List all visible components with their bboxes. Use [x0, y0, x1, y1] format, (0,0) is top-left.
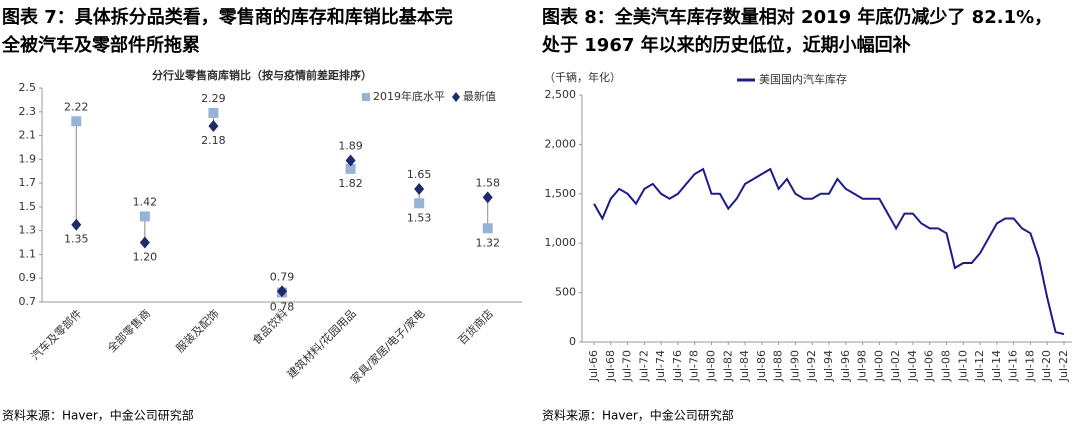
marker	[482, 191, 493, 204]
x-tick-label: Jul-66	[587, 350, 600, 382]
figure-title: 图表 8：全美汽车库存数量相对 2019 年底仍减少了 82.1%，	[542, 6, 1052, 28]
x-tick-label: Jul-98	[856, 350, 869, 382]
x-tick-label: Jul-88	[772, 350, 785, 382]
legend-label: 2019年底水平	[373, 89, 445, 103]
x-tick-label: Jul-20	[1040, 350, 1053, 382]
x-tick-label: Jul-74	[654, 350, 667, 382]
x-tick-label: Jul-08	[940, 350, 953, 382]
data-label: 2.18	[201, 134, 226, 147]
marker	[71, 116, 82, 127]
y-tick-label: 2.3	[19, 105, 37, 118]
data-label: 1.20	[133, 251, 158, 264]
x-tick-label: 百货商店	[455, 306, 496, 347]
source: 资料来源：Haver，中金公司研究部	[542, 408, 734, 423]
y-tick-label: 1,000	[545, 236, 577, 249]
x-tick-label: Jul-06	[923, 350, 936, 382]
x-tick-label: Jul-18	[1023, 350, 1036, 382]
x-tick-label: Jul-82	[721, 350, 734, 382]
x-tick-label: Jul-92	[805, 350, 818, 382]
data-label: 1.58	[475, 176, 500, 189]
marker	[277, 285, 287, 298]
y-tick-label: 2,000	[545, 137, 577, 150]
x-tick-label: 全部零售商	[104, 306, 153, 355]
marker	[208, 107, 219, 118]
y-tick-label: 1.5	[19, 200, 37, 213]
data-label: 1.42	[133, 195, 158, 208]
y-tick-label: 500	[555, 286, 576, 299]
data-label: 1.82	[338, 177, 363, 190]
source: 资料来源：Haver，中金公司研究部	[2, 408, 194, 423]
x-tick-label: Jul-14	[990, 350, 1003, 382]
data-label: 1.89	[338, 140, 363, 153]
y-axis-label: （千辆，年化）	[544, 70, 621, 84]
marker	[414, 198, 425, 209]
figure-title: 处于 1967 年以来的历史低位，近期小幅回补	[541, 34, 911, 56]
data-label: 2.22	[64, 100, 89, 113]
x-tick-label: Jul-90	[788, 350, 801, 382]
x-tick-label: Jul-84	[738, 350, 751, 382]
marker	[208, 120, 219, 133]
x-tick-label: Jul-68	[604, 350, 617, 382]
y-tick-label: 1.3	[19, 224, 37, 237]
legend-marker	[362, 93, 370, 101]
x-tick-label: Jul-12	[973, 350, 986, 382]
y-tick-label: 0.7	[19, 295, 37, 308]
chart-subtitle: 分行业零售商库销比（按与疫情前差距排序）	[152, 68, 372, 82]
x-tick-label: Jul-96	[839, 350, 852, 382]
y-tick-label: 2.1	[19, 129, 37, 142]
marker	[139, 211, 150, 222]
data-label: 1.35	[64, 233, 89, 246]
marker	[345, 163, 356, 174]
data-label: 1.65	[407, 168, 432, 181]
x-tick-label: 家具/家居/电子/家电	[347, 306, 427, 386]
x-tick-label: Jul-76	[671, 350, 684, 382]
x-tick-label: Jul-04	[906, 350, 919, 382]
y-tick-label: 1.1	[19, 247, 37, 260]
data-label: 1.53	[407, 211, 432, 224]
y-tick-label: 2.5	[19, 81, 37, 94]
line	[593, 167, 1065, 336]
data-label: 0.79	[270, 270, 295, 283]
marker	[139, 236, 150, 249]
x-tick-label: Jul-78	[688, 350, 701, 382]
y-tick-label: 1.7	[19, 176, 37, 189]
x-tick-label: Jul-00	[872, 350, 885, 382]
x-tick-label: 服装及配饰	[173, 306, 222, 355]
y-tick-label: 1,500	[545, 187, 577, 200]
data-label: 0.78	[270, 300, 295, 313]
x-tick-label: Jul-10	[956, 350, 969, 382]
legend-label: 美国国内汽车库存	[759, 72, 847, 86]
y-tick-label: 0	[569, 335, 576, 348]
x-tick-label: 建筑材料/花园用品	[284, 306, 359, 381]
x-tick-label: Jul-70	[621, 350, 634, 382]
y-tick-label: 0.9	[19, 271, 37, 284]
x-tick-label: Jul-72	[637, 350, 650, 382]
legend-label: 最新值	[463, 89, 496, 103]
y-tick-label: 2,500	[545, 88, 577, 101]
figure-title: 全被汽车及零部件所拖累	[1, 34, 200, 56]
x-tick-label: Jul-86	[755, 350, 768, 382]
legend-marker	[452, 92, 460, 102]
x-tick-label: Jul-22	[1057, 350, 1070, 382]
x-tick-label: 汽车及零部件	[28, 306, 85, 363]
y-tick-label: 1.9	[19, 152, 37, 165]
marker	[71, 218, 82, 231]
figure-title: 图表 7：具体拆分品类看，零售商的库存和库销比基本完	[2, 6, 453, 28]
x-tick-label: Jul-16	[1007, 350, 1020, 382]
x-tick-label: Jul-94	[822, 350, 835, 382]
data-label: 1.32	[475, 236, 500, 249]
marker	[345, 154, 356, 167]
x-tick-label: Jul-02	[889, 350, 902, 382]
x-tick-label: Jul-80	[705, 350, 718, 382]
marker	[414, 183, 425, 196]
data-label: 2.29	[201, 92, 226, 105]
marker	[482, 223, 493, 234]
